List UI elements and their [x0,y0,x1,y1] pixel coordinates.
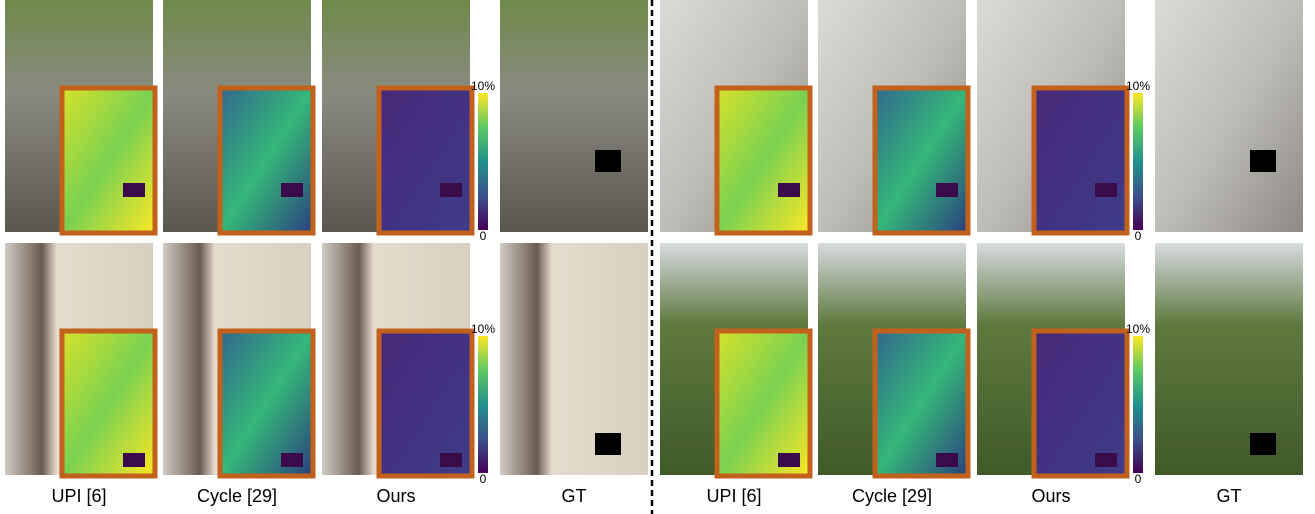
occluder [281,453,303,467]
error-inset [59,328,158,479]
occluder [595,150,621,172]
occluder [778,183,800,197]
colorbar [478,336,488,473]
photo [500,0,648,232]
occluder [440,453,462,467]
occluder [936,453,958,467]
caption: GT [562,486,587,506]
occluder [440,183,462,197]
occluder [123,183,145,197]
caption: Ours [376,486,415,506]
error-inset [872,328,971,479]
occluder [1095,183,1117,197]
error-inset [376,85,475,236]
photo [500,243,648,475]
caption: Cycle [29] [852,486,932,506]
error-inset [1031,85,1130,236]
occluder [123,453,145,467]
colorbar [478,93,488,230]
occluder [595,433,621,455]
occluder [778,453,800,467]
error-inset [872,85,971,236]
colorbar-min: 0 [480,472,487,486]
occluder [281,183,303,197]
colorbar-min: 0 [1135,472,1142,486]
colorbar-min: 0 [480,229,487,243]
colorbar [1133,93,1143,230]
error-inset [59,85,158,236]
error-inset [714,328,813,479]
error-inset [217,85,316,236]
caption: Ours [1031,486,1070,506]
error-inset [714,85,813,236]
caption: Cycle [29] [197,486,277,506]
occluder [1250,150,1276,172]
error-inset [376,328,475,479]
colorbar [1133,336,1143,473]
colorbar-max: 10% [1126,322,1150,336]
error-inset [1031,328,1130,479]
caption: UPI [6] [51,486,106,506]
caption: GT [1217,486,1242,506]
photo [1155,243,1303,475]
photo [1155,0,1303,232]
colorbar-max: 10% [471,79,495,93]
occluder [1250,433,1276,455]
error-inset [217,328,316,479]
colorbar-max: 10% [1126,79,1150,93]
caption: UPI [6] [706,486,761,506]
occluder [1095,453,1117,467]
occluder [936,183,958,197]
colorbar-max: 10% [471,322,495,336]
colorbar-min: 0 [1135,229,1142,243]
